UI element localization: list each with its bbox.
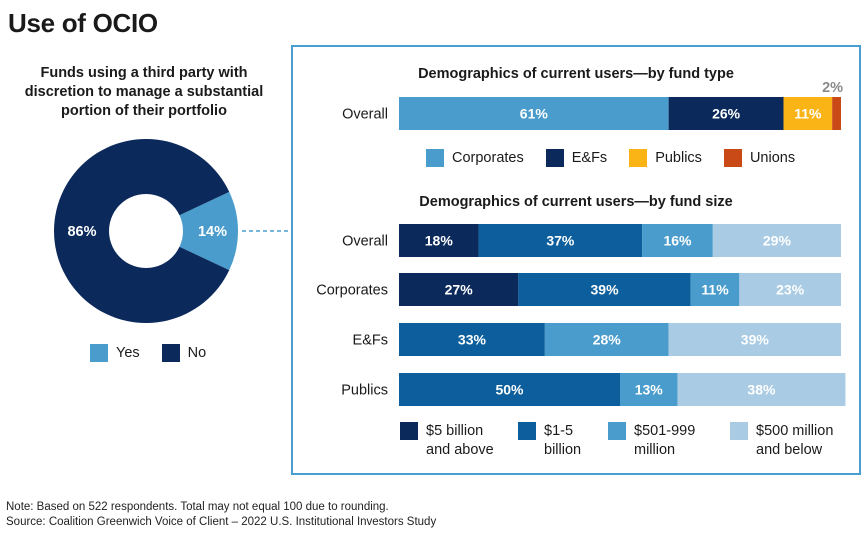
fund-size-corporates-category-corporates: Corporates [316,283,388,299]
legend-label-1-5b: $1-5 billion [544,422,581,460]
legend-item-publics: Publics [629,149,702,168]
fund-size-overall-bar-label-5b-above: 18% [425,233,454,249]
fund-size-efs-bar-label-500m-below: 39% [741,332,770,348]
footnote: Note: Based on 522 respondents. Total ma… [6,501,389,513]
legend-swatch-5b-above [400,422,418,440]
page-title: Use of OCIO [8,8,158,38]
fund-size-corporates-bar-label-501-999m: 11% [701,282,729,298]
fund-type-bar-label-efs: 26% [712,106,741,122]
legend-label-1-5b-line2: billion [544,442,582,458]
fund-size-corporates-bar-501-999m [690,273,740,306]
fund-type-bar-label-unions: 2% [822,80,843,96]
legend-label-501-999m: $501-999 million [634,422,695,460]
fund-size-publics-category-publics: Publics [341,383,388,399]
fund-size-efs-category-efs: E&Fs [353,333,388,349]
fund-size-overall-bar-500m-below [712,224,841,257]
donut-chart-title: Funds using a third party with discretio… [24,65,264,119]
legend-item-efs: E&Fs [545,149,608,168]
legend-label-publics: Publics [655,150,702,166]
fund-size-overall-category-overall: Overall [342,234,388,250]
fund-type-bar-corporates [399,97,669,130]
fund-size-publics-bar-1-5b [399,373,620,406]
fund-size-overall-bar-1-5b [478,224,643,257]
legend-label-500m-below: $500 million and below [756,422,833,460]
fund-size-efs-bar-label-501-999m: 28% [593,332,622,348]
source-note: Source: Coalition Greenwich Voice of Cli… [6,516,437,528]
legend-swatch-corporates [426,149,444,167]
fund-type-legend: Corporates E&Fs Publics Unions [426,149,817,168]
fund-size-corporates-bar-1-5b [518,273,691,306]
legend-swatch-yes [90,344,108,362]
legend-item-corporates: Corporates [426,149,524,168]
legend-label-unions: Unions [749,150,796,166]
legend-swatch-500m-below [730,422,748,440]
fund-size-chart-title: Demographics of current users—by fund si… [419,194,733,210]
fund-size-efs-bar-501-999m [544,323,669,356]
fund-type-bar-efs [668,97,784,130]
fund-size-corporates-bar-5b-above [399,273,519,306]
legend-label-1-5b-line1: $1-5 [544,423,574,439]
legend-item-500m-below: $500 million and below [730,422,833,460]
legend-swatch-unions [723,149,742,167]
fund-size-publics-bar-label-501-999m: 13% [635,382,664,398]
fund-size-efs-bar-1-5b [399,323,545,356]
donut-slice-yes [179,191,238,271]
legend-item-no: No [161,344,207,363]
fund-size-overall-bar-5b-above [399,224,479,257]
donut-slice-no [54,138,230,323]
fund-size-efs-bar-500m-below [668,323,841,356]
donut-label-no: 86% [67,224,96,240]
legend-label-5b-above-line1: $5 billion [426,423,484,439]
legend-label-5b-above-line2: and above [426,442,494,458]
legend-label-501-999m-line1: $501-999 [634,423,696,439]
fund-size-corporates-bar-label-1-5b: 39% [591,282,620,298]
legend-item-unions: Unions [723,149,796,168]
legend-swatch-publics [629,149,648,167]
fund-type-chart-title: Demographics of current users—by fund ty… [418,66,734,82]
fund-type-bar-publics [783,97,833,130]
legend-item-5b-above: $5 billion and above [400,422,496,460]
legend-item-yes: Yes [90,344,140,363]
legend-label-501-999m-line2: million [634,442,676,458]
legend-label-efs: E&Fs [571,150,608,166]
donut-chart: 14% 86% [54,138,291,323]
fund-size-corporates-bar-label-5b-above: 27% [445,282,474,298]
fund-size-overall-bar-label-501-999m: 16% [663,233,692,249]
fund-type-bar-label-corporates: 61% [520,106,549,122]
fund-size-publics-bar-501-999m [620,373,678,406]
legend-item-1-5b: $1-5 billion [518,422,586,460]
fund-size-corporates-bar-500m-below [739,273,841,306]
donut-legend: Yes No [90,344,228,363]
legend-label-500m-below-line1: $500 million [756,423,834,439]
fund-type-bar-unions [832,97,841,130]
fund-size-publics-bar-500m-below [677,373,846,406]
donut-label-yes: 14% [198,224,227,240]
legend-swatch-1-5b [518,422,536,440]
legend-swatch-no [161,344,180,362]
legend-item-501-999m: $501-999 million [608,422,704,460]
legend-label-500m-below-line2: and below [756,442,823,458]
fund-type-bar-label-publics: 11% [794,106,822,122]
fund-demographics-panel [291,45,861,475]
fund-type-category-overall: Overall [342,107,388,123]
fund-size-overall-bar-label-500m-below: 29% [763,233,792,249]
legend-label-yes: Yes [116,345,140,361]
fund-size-efs-bar-label-1-5b: 33% [458,332,487,348]
legend-swatch-efs [545,149,564,167]
fund-size-publics-bar-label-1-5b: 50% [495,382,524,398]
fund-size-corporates-bar-label-500m-below: 23% [776,282,805,298]
fund-size-publics-bar-label-500m-below: 38% [747,382,776,398]
fund-size-overall-bar-label-1-5b: 37% [546,233,575,249]
fund-size-overall-bar-501-999m [642,224,713,257]
legend-label-corporates: Corporates [452,150,524,166]
legend-swatch-501-999m [608,422,626,440]
legend-label-5b-above: $5 billion and above [426,422,494,460]
fund-size-legend: $5 billion and above $1-5 billion $501-999… [400,422,833,460]
legend-label-no: No [187,345,207,361]
